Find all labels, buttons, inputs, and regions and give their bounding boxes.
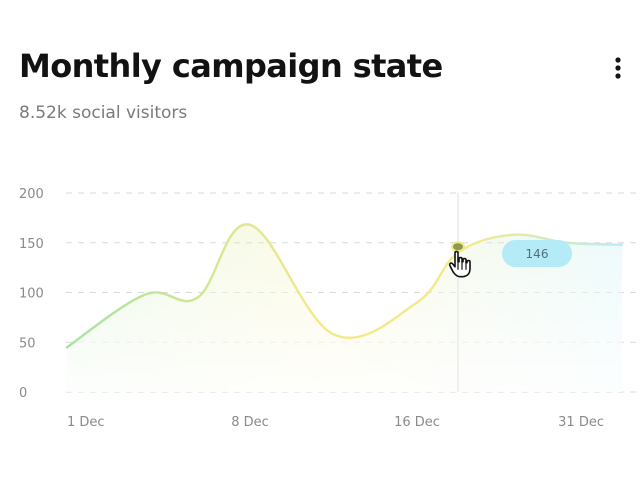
x-tick-label: 8 Dec	[231, 415, 269, 430]
value-tooltip: 146	[502, 240, 572, 267]
hand-pointer-icon	[448, 250, 471, 278]
x-tick-label: 31 Dec	[558, 415, 604, 430]
data-point[interactable]	[195, 294, 201, 300]
tooltip-value: 146	[526, 247, 549, 261]
y-tick-label: 150	[19, 237, 44, 252]
series-line	[65, 223, 624, 349]
x-tick-label: 1 Dec	[67, 415, 105, 430]
highlight-point[interactable]	[451, 241, 465, 253]
card-title: Monthly campaign state	[19, 47, 443, 85]
more-options-button[interactable]	[608, 56, 628, 82]
series-area-fade	[67, 224, 622, 392]
data-point[interactable]	[247, 222, 253, 228]
data-point[interactable]	[331, 331, 337, 337]
x-tick-label: 16 Dec	[394, 415, 440, 430]
card-subtitle: 8.52k social visitors	[19, 103, 188, 123]
data-point[interactable]	[414, 299, 420, 305]
y-tick-label: 100	[19, 287, 44, 302]
y-tick-label: 200	[19, 187, 44, 202]
y-tick-label: 50	[19, 336, 36, 351]
data-point[interactable]	[510, 232, 516, 238]
data-point[interactable]	[619, 242, 625, 248]
more-vertical-icon	[615, 57, 621, 79]
data-point[interactable]	[64, 344, 70, 350]
data-point[interactable]	[142, 291, 148, 297]
y-tick-label: 0	[19, 386, 27, 401]
